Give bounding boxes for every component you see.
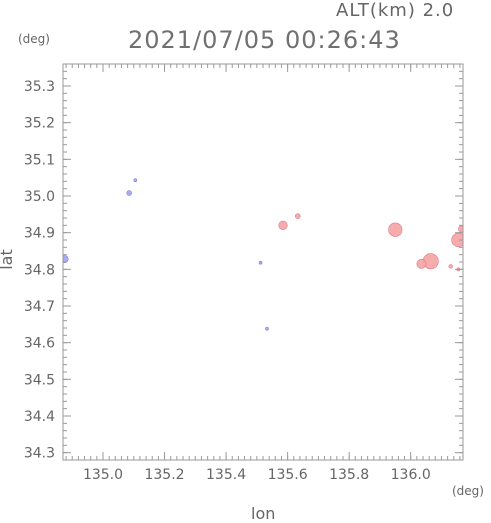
- echo-blue: [265, 326, 269, 331]
- echo-pink: [295, 213, 301, 219]
- y-tick-label: 34.3: [24, 446, 55, 462]
- x-tick-label: 135.0: [83, 467, 123, 483]
- echo-blue: [133, 178, 138, 183]
- echo-pink: [458, 225, 463, 233]
- x-axis-label: lon: [251, 504, 276, 523]
- y-tick-label: 34.8: [24, 262, 55, 278]
- plot-frame: [62, 63, 464, 461]
- y-tick-label: 35.3: [24, 79, 55, 95]
- y-tick-label: 34.7: [24, 299, 55, 315]
- echo-pink: [388, 222, 403, 237]
- y-tick-label: 35.2: [24, 116, 55, 132]
- altitude-label: ALT(km) 2.0: [336, 0, 455, 21]
- x-tick-label: 135.2: [144, 467, 184, 483]
- y-tick-label: 34.4: [24, 409, 55, 425]
- x-tick-label: 135.6: [268, 467, 308, 483]
- y-axis-unit: (deg): [18, 32, 50, 46]
- y-tick-label: 34.6: [24, 336, 55, 352]
- y-tick-label: 35.0: [24, 189, 55, 205]
- echo-blue: [63, 255, 69, 264]
- x-tick-label: 135.4: [206, 467, 246, 483]
- echo-pink: [451, 232, 463, 248]
- y-tick-label: 34.5: [24, 372, 55, 388]
- echo-blue: [126, 190, 132, 196]
- x-tick-label: 136.0: [391, 467, 431, 483]
- echo-pink: [448, 264, 453, 269]
- echo-blue: [258, 260, 263, 265]
- x-tick-label: 135.8: [329, 467, 369, 483]
- echo-pink: [278, 220, 288, 230]
- y-tick-label: 35.1: [24, 152, 55, 168]
- echo-pink: [416, 258, 427, 269]
- timestamp-title: 2021/07/05 00:26:43: [128, 26, 401, 54]
- x-axis-unit: (deg): [452, 484, 484, 498]
- y-tick-label: 34.9: [24, 226, 55, 242]
